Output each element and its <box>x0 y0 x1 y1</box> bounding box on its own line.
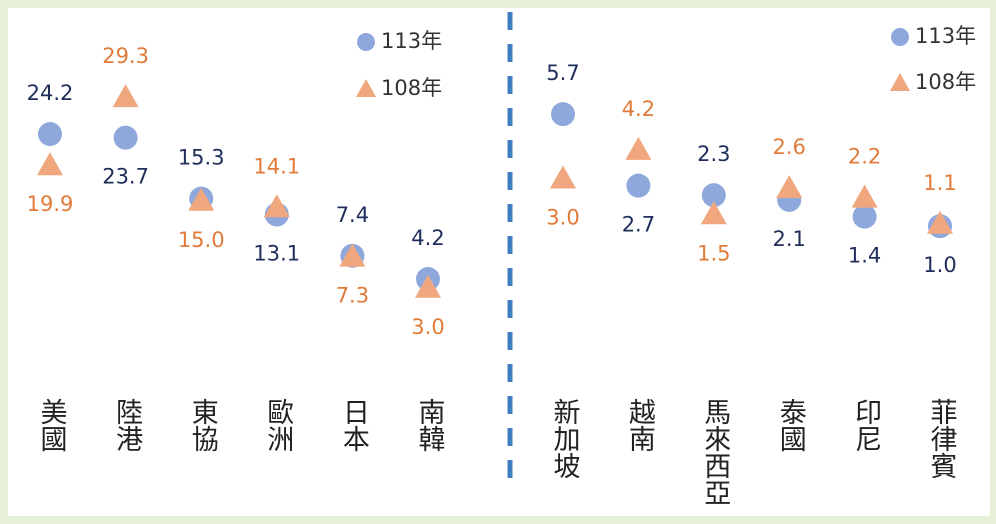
data-point <box>550 165 576 189</box>
data-point <box>776 175 803 199</box>
x-tick-label: 馬來西亞 <box>699 398 731 506</box>
data-label: 13.1 <box>253 242 300 266</box>
data-label: 1.1 <box>923 171 956 195</box>
data-label: 7.4 <box>336 203 369 227</box>
legend-marker <box>890 73 910 91</box>
data-label: 29.3 <box>102 44 149 68</box>
x-tick-label: 歐洲 <box>262 398 293 452</box>
data-label: 1.5 <box>697 241 730 265</box>
data-point <box>700 201 727 225</box>
data-label: 4.2 <box>622 97 655 121</box>
x-tick-label: 美國 <box>36 398 67 452</box>
data-point <box>263 194 290 218</box>
data-label: 24.2 <box>27 81 74 105</box>
x-tick-label: 南韓 <box>414 398 445 452</box>
data-label: 3.0 <box>546 206 579 230</box>
data-point <box>112 84 139 108</box>
data-point <box>927 210 953 234</box>
data-label: 2.7 <box>622 213 655 237</box>
data-label: 2.1 <box>772 227 805 251</box>
data-label: 7.3 <box>336 284 369 308</box>
data-point <box>415 274 441 298</box>
legend-marker <box>356 79 376 97</box>
data-label: 15.0 <box>178 228 225 252</box>
plot-background <box>8 8 990 516</box>
legend-label: 113年 <box>381 29 442 53</box>
data-point <box>851 184 878 208</box>
x-tick-label: 東協 <box>187 398 218 452</box>
data-point <box>38 122 62 147</box>
data-point <box>551 102 575 127</box>
x-tick-label: 新加坡 <box>549 398 581 479</box>
data-label: 14.1 <box>253 154 300 178</box>
legend-marker <box>357 33 375 51</box>
x-tick-label: 日本 <box>338 398 370 452</box>
data-label: 1.0 <box>923 253 956 277</box>
x-tick-label: 菲律賓 <box>926 398 958 479</box>
data-point <box>113 125 138 150</box>
legend-marker <box>891 28 909 46</box>
data-point <box>626 173 651 198</box>
data-label: 1.4 <box>848 244 881 268</box>
data-label: 19.9 <box>27 192 74 216</box>
data-point <box>188 187 215 211</box>
data-label: 23.7 <box>102 165 149 189</box>
data-point <box>339 243 366 267</box>
data-label: 2.6 <box>772 135 805 159</box>
data-point <box>37 152 63 176</box>
x-tick-label: 越南 <box>624 398 656 452</box>
data-point <box>701 183 726 208</box>
x-tick-label: 陸港 <box>111 398 143 452</box>
x-tick-label: 印尼 <box>850 398 881 452</box>
data-label: 4.2 <box>411 226 444 250</box>
legend-label: 108年 <box>915 70 976 94</box>
data-label: 5.7 <box>546 61 579 85</box>
data-label: 2.2 <box>848 145 881 169</box>
legend-label: 108年 <box>381 76 442 100</box>
data-label: 2.3 <box>697 142 730 166</box>
data-label: 15.3 <box>178 146 225 170</box>
data-point <box>852 204 877 229</box>
data-point <box>625 136 652 160</box>
data-label: 3.0 <box>411 315 444 339</box>
x-tick-label: 泰國 <box>775 398 806 452</box>
legend-label: 113年 <box>915 24 976 48</box>
